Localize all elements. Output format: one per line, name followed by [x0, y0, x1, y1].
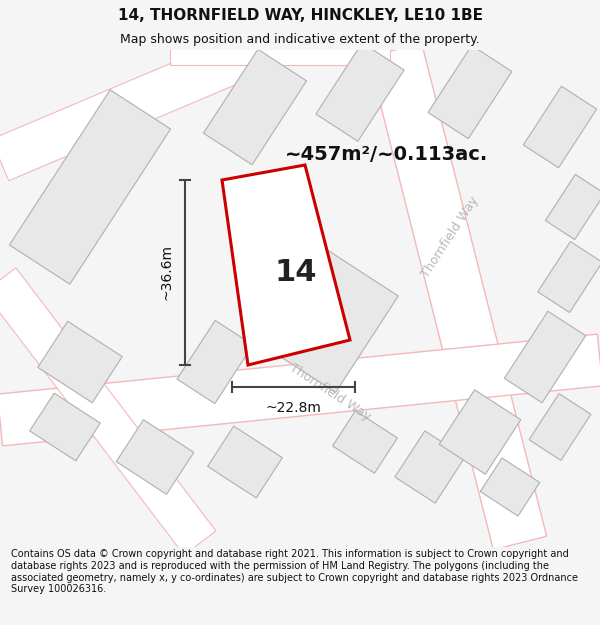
Text: Contains OS data © Crown copyright and database right 2021. This information is : Contains OS data © Crown copyright and d…	[11, 549, 578, 594]
Polygon shape	[203, 49, 307, 165]
Polygon shape	[222, 165, 350, 365]
Polygon shape	[529, 394, 591, 461]
Text: 14, THORNFIELD WAY, HINCKLEY, LE10 1BE: 14, THORNFIELD WAY, HINCKLEY, LE10 1BE	[118, 8, 482, 22]
Polygon shape	[10, 90, 170, 284]
Text: ~22.8m: ~22.8m	[266, 401, 322, 415]
Polygon shape	[368, 43, 547, 550]
Polygon shape	[332, 411, 397, 473]
Polygon shape	[395, 431, 465, 503]
Polygon shape	[538, 241, 600, 312]
Polygon shape	[29, 393, 100, 461]
Polygon shape	[428, 46, 512, 139]
Polygon shape	[480, 458, 540, 516]
Text: ~36.6m: ~36.6m	[159, 244, 173, 301]
Polygon shape	[0, 29, 269, 181]
Text: ~457m²/~0.113ac.: ~457m²/~0.113ac.	[285, 146, 488, 164]
Polygon shape	[0, 268, 216, 555]
Polygon shape	[38, 321, 122, 402]
Polygon shape	[170, 35, 390, 65]
Polygon shape	[252, 241, 398, 392]
Polygon shape	[316, 42, 404, 141]
Polygon shape	[177, 321, 253, 404]
Polygon shape	[505, 311, 586, 402]
Polygon shape	[0, 334, 600, 446]
Polygon shape	[116, 420, 194, 494]
Text: Thornfield Way: Thornfield Way	[287, 361, 373, 423]
Text: Map shows position and indicative extent of the property.: Map shows position and indicative extent…	[120, 32, 480, 46]
Text: Thornfield Way: Thornfield Way	[419, 194, 481, 280]
Polygon shape	[523, 86, 596, 168]
Polygon shape	[439, 390, 521, 474]
Polygon shape	[545, 174, 600, 239]
Text: 14: 14	[275, 258, 317, 287]
Polygon shape	[208, 426, 283, 498]
